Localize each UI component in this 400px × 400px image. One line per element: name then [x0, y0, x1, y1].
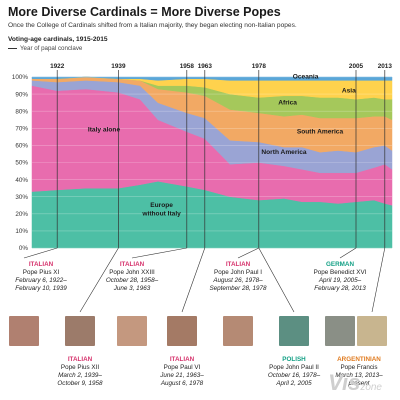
pope-nationality: POLISH: [282, 356, 306, 363]
watermark-main: Vis: [328, 370, 361, 395]
pope-portrait: [167, 316, 197, 346]
pope-nationality: ARGENTINIAN: [337, 356, 381, 363]
pope-portrait: [325, 316, 355, 346]
conclave-year-label: 2013: [378, 63, 393, 70]
pope-dates-end: February 10, 1939: [15, 285, 67, 292]
pope-nationality: ITALIAN: [119, 261, 145, 268]
pope-label: ARGENTINIAN Pope Francis March 13, 2013– pr…: [320, 356, 398, 388]
watermark: Viszone: [328, 370, 382, 396]
pope-portrait: [117, 316, 147, 346]
pope-portrait: [279, 316, 309, 346]
pope-label: GERMAN Pope Benedict XVI April 19, 2005– Fe…: [301, 261, 379, 293]
chart-heading: Voting-age cardinals, 1915-2015: [8, 36, 108, 43]
y-tick-label: 20%: [15, 211, 28, 218]
pope-label: ITALIAN Pope Pius XII March 2, 1939– Octobe…: [41, 356, 119, 388]
pope-nationality: ITALIAN: [67, 356, 93, 363]
conclave-year-label: 2005: [349, 63, 364, 70]
pope-nationality: ITALIAN: [28, 261, 54, 268]
y-tick-label: 30%: [15, 194, 28, 201]
pope-portrait: [357, 316, 387, 346]
pope-leader-line: [339, 247, 357, 259]
pope-dates-end: June 3, 1963: [113, 285, 151, 292]
pope-dates-end: April 2, 2005: [276, 380, 312, 387]
pope-leader-line: [181, 247, 206, 313]
pope-nationality: ITALIAN: [225, 261, 251, 268]
region-label-europe-2: without Italy: [141, 211, 181, 218]
pope-leader-line: [131, 247, 187, 259]
pope-label: ITALIAN Pope Paul VI June 21, 1963– August …: [143, 356, 221, 388]
pope-dates-end: present: [348, 380, 370, 387]
pope-nationality: ITALIAN: [169, 356, 195, 363]
pope-name: Pope Pius XI: [22, 269, 60, 276]
y-tick-label: 10%: [15, 228, 28, 235]
pope-label: ITALIAN Pope John XXIII October 28, 1958– J…: [93, 261, 171, 293]
y-tick-label: 100%: [12, 74, 29, 81]
pope-name: Pope John Paul II: [269, 364, 319, 371]
region-label-north-america: North America: [261, 149, 307, 156]
pope-label: POLISH Pope John Paul II October 16, 1978–…: [255, 356, 333, 388]
pope-dates-start: August 26, 1978–: [213, 277, 263, 284]
conclave-year-label: 1939: [111, 63, 126, 70]
pope-leader-line: [79, 247, 119, 313]
region-label-africa: Africa: [278, 99, 297, 106]
pope-leader-line: [371, 247, 386, 313]
conclave-year-label: 1978: [252, 63, 267, 70]
pope-name: Pope John XXIII: [109, 269, 155, 276]
conclave-year-label: 1958: [180, 63, 195, 70]
y-tick-label: 0%: [19, 245, 29, 252]
region-label-europe: Europe: [150, 202, 173, 209]
pope-dates-end: October 9, 1958: [57, 380, 103, 387]
conclave-year-label: 1963: [198, 63, 213, 70]
pope-portrait: [65, 316, 95, 346]
conclave-legend-label: Year of papal conclave: [20, 45, 83, 52]
pope-name: Pope Francis: [340, 364, 378, 371]
pope-leader-line: [237, 247, 259, 259]
pope-dates-start: March 2, 1939–: [58, 372, 102, 379]
pope-portrait: [223, 316, 253, 346]
pope-dates-end: August 6, 1978: [160, 380, 204, 387]
pope-dates-start: October 16, 1978–: [267, 372, 321, 379]
y-tick-label: 40%: [15, 177, 28, 184]
conclave-year-label: 1922: [50, 63, 65, 70]
pope-dates-start: March 13, 2013–: [335, 372, 383, 379]
pope-leader-line: [258, 247, 295, 313]
region-label-italy: Italy alone: [88, 127, 121, 134]
pope-dates-start: April 19, 2005–: [318, 277, 362, 284]
region-label-south-america: South America: [297, 128, 344, 135]
pope-leader-line: [23, 247, 58, 259]
pope-nationality: GERMAN: [326, 261, 354, 268]
y-tick-label: 90%: [15, 91, 28, 98]
watermark-small: zone: [360, 382, 382, 393]
y-tick-label: 70%: [15, 126, 28, 133]
pope-name: Pope John Paul I: [214, 269, 262, 276]
pope-dates-start: October 28, 1958–: [105, 277, 159, 284]
pope-portrait: [9, 316, 39, 346]
pope-name: Pope Pius XII: [60, 364, 100, 371]
pope-name: Pope Paul VI: [163, 364, 201, 371]
pope-dates-start: February 6, 1922–: [15, 277, 67, 284]
y-tick-label: 80%: [15, 108, 28, 115]
page-title: More Diverse Cardinals = More Diverse Po…: [8, 5, 281, 19]
pope-dates-end: September 28, 1978: [209, 285, 267, 292]
y-tick-label: 60%: [15, 143, 28, 150]
pope-dates-end: February 28, 2013: [314, 285, 366, 292]
page-subtitle: Once the College of Cardinals shifted fr…: [8, 22, 297, 29]
pope-label: ITALIAN Pope Pius XI February 6, 1922– Febr…: [2, 261, 80, 293]
pope-label: ITALIAN Pope John Paul I August 26, 1978– S…: [199, 261, 277, 293]
region-label-asia: Asia: [342, 87, 356, 94]
pope-dates-start: June 21, 1963–: [160, 372, 204, 379]
conclave-legend: Year of papal conclave: [8, 45, 82, 52]
pope-name: Pope Benedict XVI: [313, 269, 367, 276]
legend-dash-icon: [8, 47, 17, 49]
region-label-oceania: Oceania: [293, 73, 319, 80]
y-tick-label: 50%: [15, 160, 28, 167]
